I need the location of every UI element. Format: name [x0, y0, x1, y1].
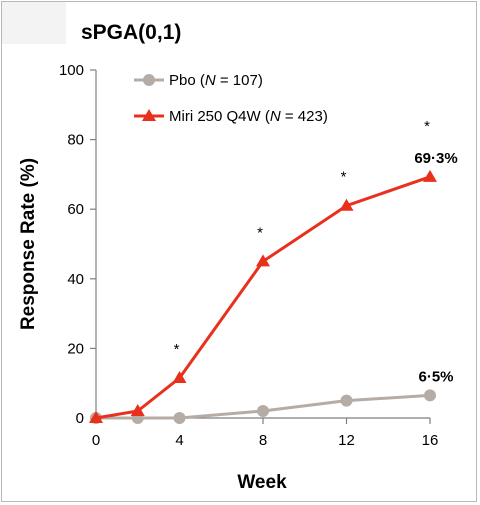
legend-prefix-pbo: Pbo (: [169, 72, 205, 89]
y-tick-label: 40: [67, 271, 84, 288]
data-point-miri: [339, 198, 354, 211]
series-line-miri: [95, 175, 431, 420]
data-point-miri: [89, 411, 103, 423]
legend-suffix-pbo: = 107): [216, 72, 263, 89]
data-point-pbo: [424, 389, 436, 402]
chart-title: sPGA(0,1): [81, 21, 181, 44]
data-point-pbo: [257, 405, 269, 418]
legend-marker-pbo: [143, 74, 155, 86]
legend-item-miri: Miri 250 Q4W (N = 423): [134, 108, 328, 125]
x-tick-label: 8: [259, 432, 267, 449]
y-tick-label: 20: [67, 340, 84, 357]
end-label-pbo: 6·5%: [418, 368, 453, 385]
legend-item-pbo: Pbo (N = 107): [134, 72, 263, 89]
data-point-pbo: [340, 394, 353, 407]
significance-star: *: [257, 224, 263, 241]
x-axis-label: Week: [237, 472, 287, 493]
significance-star: *: [341, 169, 347, 186]
data-point-miri: [130, 404, 145, 417]
x-tick-label: 16: [422, 432, 439, 449]
y-tick-label: 60: [67, 201, 84, 218]
legend-prefix-miri: Miri 250 Q4W (: [169, 108, 270, 125]
legend-suffix-miri: = 423): [281, 108, 328, 125]
y-ticks: 0 20 40 60 80 100: [59, 62, 96, 427]
legend-label-pbo: Pbo (N = 107): [169, 72, 263, 89]
data-point-miri: [423, 169, 437, 182]
y-axis-label: Response Rate (%): [18, 158, 39, 330]
legend-italic-miri: N: [270, 108, 281, 125]
series-layer: [89, 169, 437, 424]
data-point-miri: [256, 254, 270, 267]
data-point-pbo: [173, 412, 186, 424]
x-tick-label: 0: [92, 432, 100, 449]
significance-star: *: [174, 341, 180, 358]
end-label-miri: 69·3%: [414, 150, 457, 167]
series-line-pbo: [96, 393, 431, 420]
annotations: * * * * 6·5% 69·3%: [174, 118, 458, 386]
y-tick-label: 100: [59, 62, 84, 79]
x-ticks: 0 4 8 12 16: [92, 418, 439, 449]
x-tick-label: 12: [338, 432, 355, 449]
legend-marker-miri: [142, 109, 156, 121]
x-tick-label: 4: [175, 432, 183, 449]
legend-label-miri: Miri 250 Q4W (N = 423): [169, 108, 328, 125]
significance-star: *: [424, 118, 430, 135]
y-tick-label: 80: [67, 132, 84, 149]
y-tick-label: 0: [76, 410, 84, 427]
corner-patch: [2, 2, 66, 44]
legend: Pbo (N = 107) Miri 250 Q4W (N = 423): [134, 72, 328, 125]
legend-italic-pbo: N: [205, 72, 216, 89]
data-point-miri: [172, 370, 187, 383]
